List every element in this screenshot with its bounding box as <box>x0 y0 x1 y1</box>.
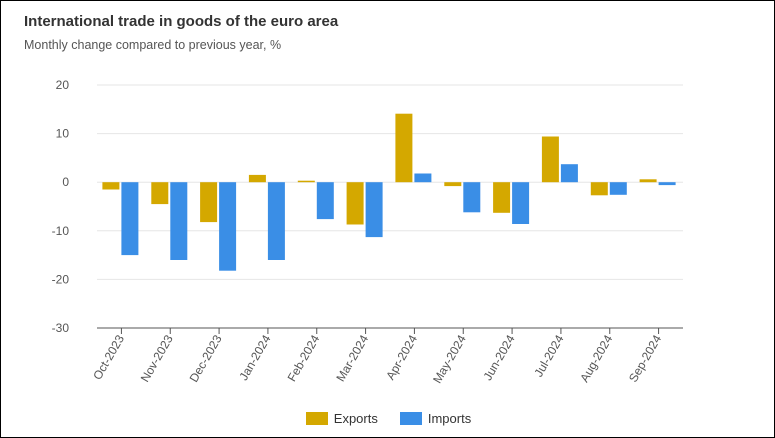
x-tick-label-sep-2024: Sep-2024 <box>626 332 664 384</box>
x-tick-label-jan-2024: Jan-2024 <box>236 332 273 383</box>
gridlines <box>97 84 683 280</box>
bar-imports-may-2024[interactable] <box>463 182 481 213</box>
bar-exports-jan-2024[interactable] <box>248 174 266 183</box>
bar-imports-apr-2024[interactable] <box>414 173 432 183</box>
x-tick-label-apr-2024: Apr-2024 <box>383 332 420 382</box>
x-tick-label-dec-2023: Dec-2023 <box>187 332 225 384</box>
bar-exports-jun-2024[interactable] <box>493 182 511 213</box>
bar-exports-may-2024[interactable] <box>444 182 462 187</box>
x-tick-label-oct-2023: Oct-2023 <box>90 332 127 382</box>
y-tick-label--20: -20 <box>52 272 70 286</box>
bar-imports-nov-2023[interactable] <box>170 182 188 260</box>
bar-imports-feb-2024[interactable] <box>316 182 334 220</box>
x-tick-label-mar-2024: Mar-2024 <box>333 332 371 384</box>
bar-imports-aug-2024[interactable] <box>609 182 627 195</box>
bar-imports-jan-2024[interactable] <box>267 182 285 260</box>
y-tick-label-0: 0 <box>62 175 69 189</box>
y-tick-label--10: -10 <box>52 224 70 238</box>
y-tick-label--30: -30 <box>52 321 70 335</box>
x-axis <box>97 327 683 334</box>
bar-exports-sep-2024[interactable] <box>639 179 657 183</box>
x-tick-label-jul-2024: Jul-2024 <box>531 332 566 379</box>
bar-imports-oct-2023[interactable] <box>121 182 139 256</box>
chart-title: International trade in goods of the euro… <box>24 13 339 30</box>
bar-exports-nov-2023[interactable] <box>151 182 169 205</box>
bars <box>102 113 676 271</box>
y-tick-label-10: 10 <box>56 127 70 141</box>
legend-label-imports: Imports <box>427 411 472 426</box>
chart-subtitle: Monthly change compared to previous year… <box>24 38 282 52</box>
bar-exports-dec-2023[interactable] <box>200 182 218 223</box>
legend: Exports Imports <box>1 411 775 426</box>
bar-exports-mar-2024[interactable] <box>346 182 364 225</box>
legend-swatch-imports <box>399 412 422 425</box>
legend-label-exports: Exports <box>333 411 378 426</box>
x-tick-label-jun-2024: Jun-2024 <box>481 332 518 383</box>
bar-exports-oct-2023[interactable] <box>102 182 120 190</box>
bar-exports-feb-2024[interactable] <box>297 180 315 183</box>
y-tick-label-20: 20 <box>56 78 70 92</box>
bar-imports-jul-2024[interactable] <box>560 164 578 183</box>
bar-exports-jul-2024[interactable] <box>541 136 559 183</box>
x-tick-label-aug-2024: Aug-2024 <box>577 332 615 384</box>
x-tick-label-feb-2024: Feb-2024 <box>285 332 323 384</box>
legend-swatch-exports <box>305 412 328 425</box>
bar-imports-jun-2024[interactable] <box>512 182 530 224</box>
legend-item-imports[interactable]: Imports <box>399 411 472 426</box>
bar-exports-apr-2024[interactable] <box>395 113 413 183</box>
x-axis-tick-labels: Oct-2023 Nov-2023 Dec-2023 Jan-2024 Feb-2024… <box>90 332 664 386</box>
y-axis-tick-labels: -30 -20 -10 0 10 20 <box>52 78 70 335</box>
bar-imports-mar-2024[interactable] <box>365 182 383 238</box>
x-tick-label-nov-2023: Nov-2023 <box>138 332 176 384</box>
bar-exports-aug-2024[interactable] <box>590 182 608 196</box>
x-tick-label-may-2024: May-2024 <box>430 332 469 385</box>
bar-imports-dec-2023[interactable] <box>219 182 237 271</box>
legend-item-exports[interactable]: Exports <box>305 411 378 426</box>
bar-imports-sep-2024[interactable] <box>658 182 676 186</box>
bar-chart: -30 -20 -10 0 10 20 Oct-2023 Nov-2023 Dec-2023 J… <box>52 78 683 386</box>
